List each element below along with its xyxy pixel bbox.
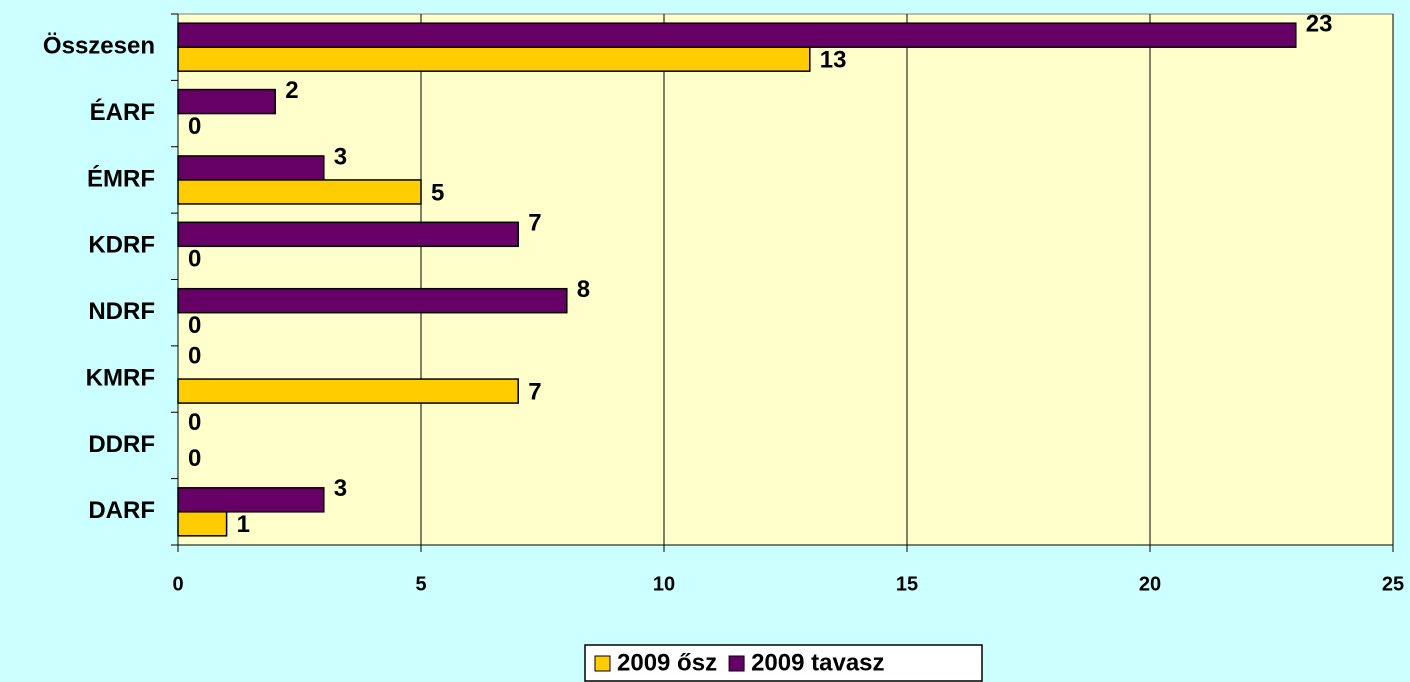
- legend-swatch: [728, 655, 745, 672]
- legend-box: [584, 644, 983, 682]
- y-tick-label: NDRF: [88, 298, 155, 325]
- data-label: 7: [528, 210, 541, 237]
- y-tick-label: DARF: [88, 497, 155, 524]
- data-label: 7: [528, 378, 541, 405]
- y-tick-label: Összesen: [43, 33, 155, 60]
- y-tick-label: KDRF: [88, 232, 155, 259]
- x-tick-label: 5: [415, 573, 426, 595]
- data-label: 0: [188, 409, 201, 436]
- bar: [177, 88, 276, 115]
- data-label: 0: [188, 312, 201, 339]
- data-label: 0: [188, 445, 201, 472]
- legend-swatch: [594, 655, 611, 672]
- bar: [177, 179, 422, 205]
- legend-label: 2009 tavasz: [751, 649, 884, 676]
- bar: [177, 46, 811, 72]
- data-label: 13: [820, 47, 847, 74]
- bar: [177, 378, 519, 404]
- data-label: 23: [1306, 11, 1333, 38]
- y-tick-label: ÉMRF: [87, 164, 155, 192]
- y-tick-label: DDRF: [88, 431, 155, 458]
- bar: [177, 155, 325, 181]
- bar: [177, 221, 519, 248]
- x-tick-label: 0: [172, 573, 183, 595]
- bar: [177, 287, 568, 314]
- x-tick-label: 15: [896, 573, 918, 595]
- bar: [177, 511, 228, 537]
- data-label: 1: [237, 511, 250, 538]
- x-tick-label: 20: [1139, 573, 1161, 595]
- data-label: 5: [431, 179, 444, 206]
- plot-area: [177, 13, 1394, 546]
- bar: [177, 487, 325, 513]
- legend-label: 2009 ősz: [617, 649, 717, 676]
- y-tick-label: ÉARF: [90, 98, 155, 126]
- data-label: 0: [188, 246, 201, 273]
- data-label: 3: [334, 143, 347, 170]
- data-label: 0: [188, 113, 201, 140]
- x-tick-label: 25: [1382, 573, 1404, 595]
- data-label: 3: [334, 475, 347, 502]
- data-label: 2: [285, 77, 298, 104]
- x-tick-label: 10: [653, 573, 675, 595]
- data-label: 0: [188, 342, 201, 369]
- data-label: 8: [577, 276, 590, 303]
- y-tick-label: KMRF: [86, 364, 155, 391]
- bar: [177, 22, 1297, 48]
